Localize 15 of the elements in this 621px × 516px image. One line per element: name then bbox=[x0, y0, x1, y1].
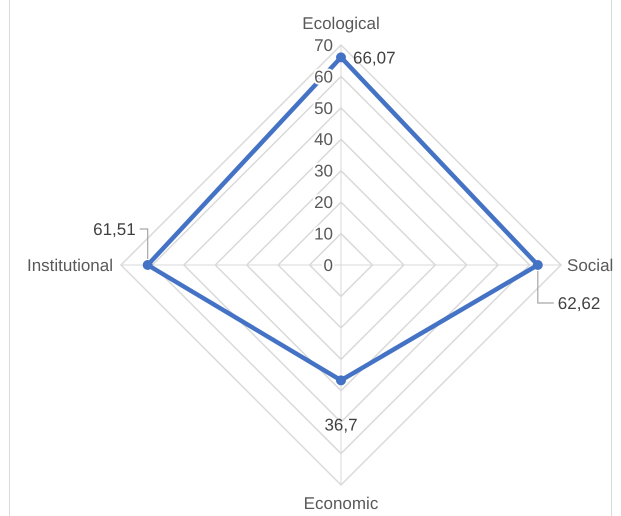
data-label: 61,51 bbox=[93, 220, 136, 239]
spoke-label: Ecological bbox=[302, 14, 380, 33]
data-label: 66,07 bbox=[353, 48, 396, 68]
y-tick-label: 70 bbox=[314, 36, 333, 55]
y-tick-label: 20 bbox=[314, 193, 333, 212]
y-tick-label: 30 bbox=[314, 162, 333, 181]
y-tick-label: 10 bbox=[314, 224, 333, 244]
y-tick-label: 40 bbox=[314, 130, 333, 150]
spoke-label: Economic bbox=[304, 494, 379, 513]
y-tick-label: 0 bbox=[324, 256, 333, 275]
y-tick-label: 50 bbox=[314, 98, 333, 118]
spoke-label: Social bbox=[567, 256, 614, 275]
spoke-label: Institutional bbox=[27, 256, 113, 275]
data-label: 36,7 bbox=[324, 415, 358, 434]
data-label: 62,62 bbox=[558, 294, 600, 313]
